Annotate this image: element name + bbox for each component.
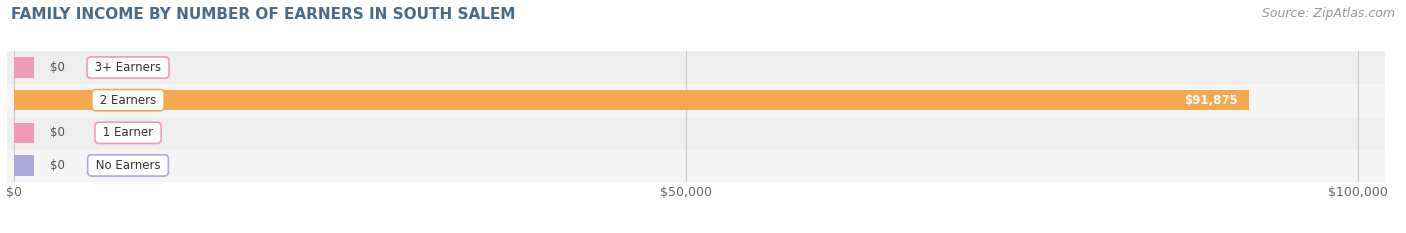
Text: Source: ZipAtlas.com: Source: ZipAtlas.com	[1261, 7, 1395, 20]
Text: $0: $0	[51, 61, 65, 74]
Bar	[14, 90, 1249, 110]
Text: 1 Earner: 1 Earner	[98, 126, 157, 139]
Text: $0: $0	[51, 159, 65, 172]
Bar	[0, 51, 1406, 84]
Text: FAMILY INCOME BY NUMBER OF EARNERS IN SOUTH SALEM: FAMILY INCOME BY NUMBER OF EARNERS IN SO…	[11, 7, 516, 22]
Text: $91,875: $91,875	[1184, 94, 1239, 107]
Bar	[14, 58, 34, 78]
Text: 2 Earners: 2 Earners	[96, 94, 160, 107]
Text: $0: $0	[51, 126, 65, 139]
Bar	[0, 84, 1406, 116]
Bar	[0, 116, 1406, 149]
Text: 3+ Earners: 3+ Earners	[91, 61, 165, 74]
Text: No Earners: No Earners	[91, 159, 165, 172]
Bar	[14, 155, 34, 175]
Bar	[14, 123, 34, 143]
Bar	[0, 149, 1406, 182]
